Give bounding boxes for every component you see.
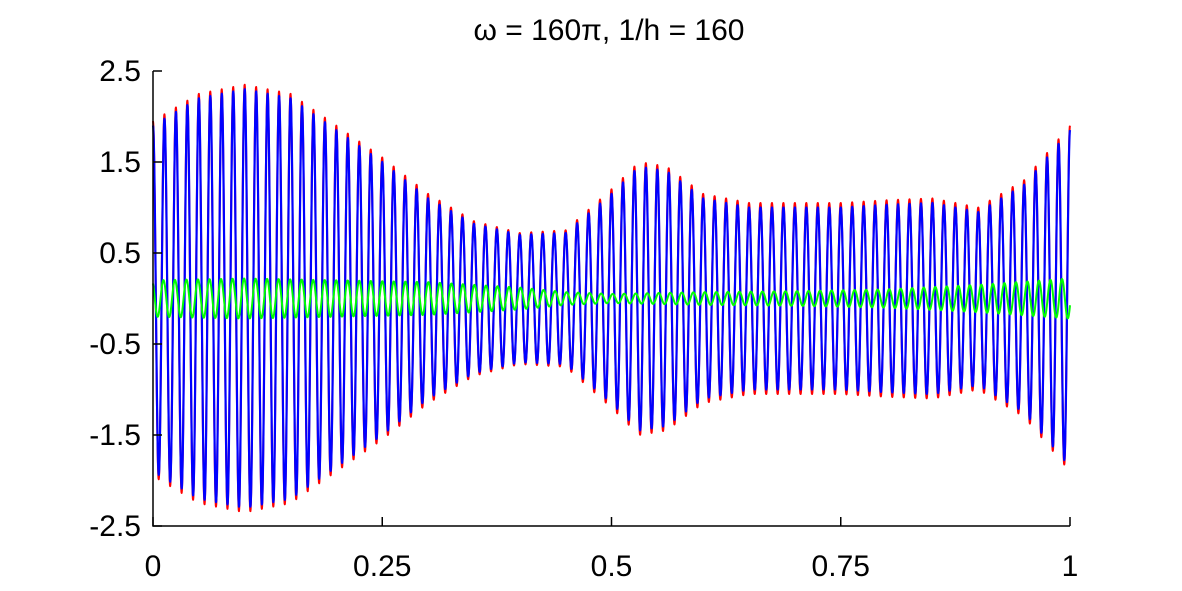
y-tick-label: -1.5 [89, 419, 141, 452]
x-tick-label: 0.5 [591, 550, 633, 583]
series-line-2 [151, 88, 1072, 508]
y-tick-label: 1.5 [99, 146, 141, 179]
y-tick-label: -2.5 [89, 510, 141, 543]
x-tick-label: 0.75 [812, 550, 870, 583]
x-tick-label: 0 [145, 550, 162, 583]
chart-title: ω = 160π, 1/h = 160 [474, 14, 745, 47]
x-tick-label: 0.25 [353, 550, 411, 583]
x-axis: 0 0.25 0.5 0.75 1 [145, 517, 1079, 583]
y-axis: 2.5 1.5 0.5 -0.5 -1.5 -2.5 [89, 55, 162, 543]
series-line-3 [152, 277, 1071, 320]
y-tick-label: -0.5 [89, 328, 141, 361]
y-tick-label: 0.5 [99, 237, 141, 270]
x-tick-label: 1 [1062, 550, 1079, 583]
series-layer [151, 83, 1072, 513]
y-tick-label: 2.5 [99, 55, 141, 88]
